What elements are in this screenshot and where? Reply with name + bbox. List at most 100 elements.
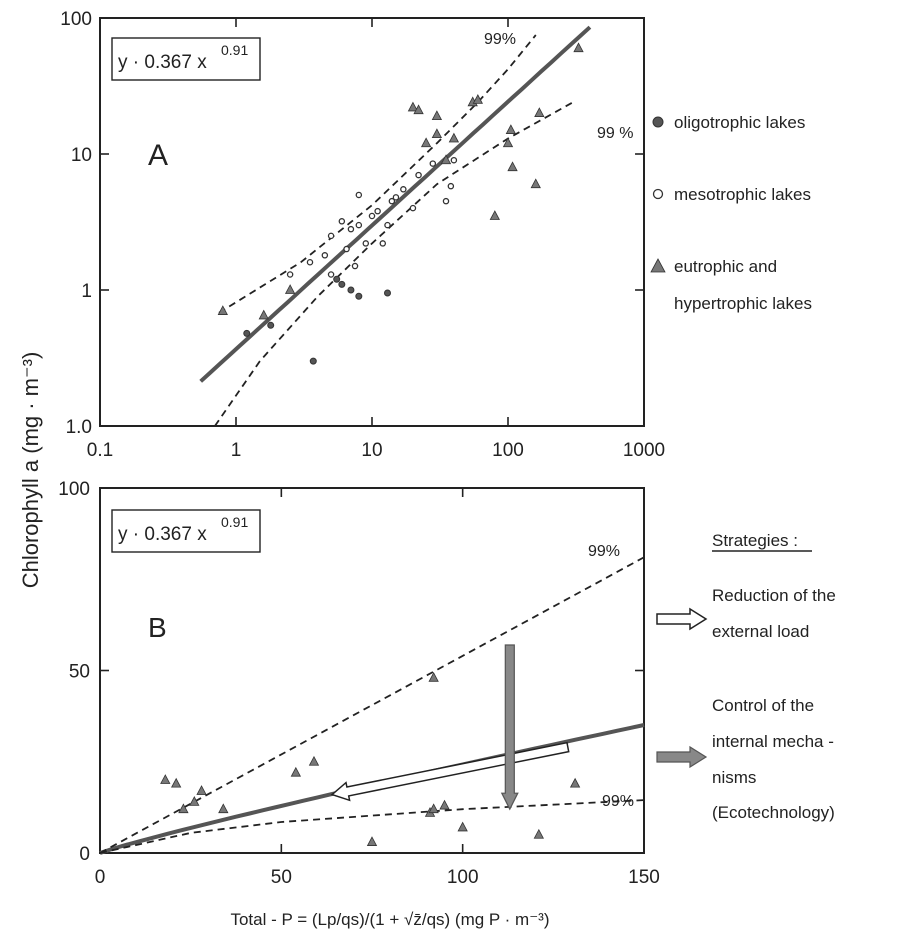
panel-b-y-tick-label: 50	[69, 662, 90, 683]
panel-a-point-series-2	[407, 101, 419, 112]
panel-a-x-tick-label: 100	[492, 440, 524, 461]
y-axis-title: Chlorophyll a (mg · m⁻³)	[18, 352, 43, 589]
panel-a-lower-99-line	[214, 101, 574, 427]
panel-a-point-series-2	[431, 128, 443, 139]
legend: oligotrophic lakes mesotrophic lakes eut…	[650, 113, 812, 313]
panel-a-equation-exponent: 0.91	[221, 42, 248, 58]
panel-a-point-series-2	[431, 110, 443, 120]
panel-a-point-series-2	[284, 284, 296, 294]
panel-a-point-series-2	[420, 137, 432, 148]
panel-b-annotation-upper: 99%	[588, 543, 620, 560]
reduction-external-load-arrow	[330, 741, 570, 802]
panel-a-x-tick-label: 1000	[623, 440, 665, 461]
panel-b-point-series-0	[428, 671, 439, 682]
panel-b-x-tick-label: 150	[628, 867, 660, 888]
panel-a-x-tick-label: 10	[361, 440, 382, 461]
legend-oligo-label: oligotrophic lakes	[674, 113, 805, 132]
strategy-1-line-2: external load	[712, 622, 809, 641]
panel-a-point-series-2	[530, 178, 541, 189]
panel-a-y-tick-label: 10	[71, 145, 92, 166]
panel-a-point-series-0	[309, 357, 317, 365]
panel-b-letter: B	[148, 612, 167, 643]
panel-a-point-series-0	[243, 329, 251, 337]
panel-a-x-tick-label: 1	[231, 440, 242, 461]
panel-b-point-series-0	[428, 803, 439, 814]
panel-b-points	[160, 671, 581, 846]
panel-a-point-series-2	[573, 42, 584, 53]
strategies-legend: Strategies : Reduction of the external l…	[656, 531, 836, 822]
panel-a-y-tick-label: 1	[81, 281, 92, 302]
legend-meso-marker	[652, 188, 664, 200]
panel-b-x-tick-label: 100	[447, 867, 479, 888]
panel-a-point-series-1	[286, 271, 294, 278]
panel-a-point-series-1	[327, 271, 335, 278]
panel-a-point-series-2	[507, 161, 518, 172]
panel-a-point-series-1	[415, 171, 422, 179]
panel-a-point-series-1	[392, 194, 400, 201]
panel-a-equation: y · 0.367 x	[118, 52, 207, 73]
panel-b-point-series-0	[308, 755, 320, 766]
panel-a-equation-box	[111, 37, 261, 81]
panel-b-y-tick-label: 100	[58, 479, 90, 500]
panel-b-point-series-0	[218, 803, 229, 814]
panel-a-point-series-2	[502, 137, 514, 148]
panel-a-lines	[199, 25, 592, 427]
panel-a-y-tick-label: 100	[60, 9, 92, 30]
panel-a-annotation-upper: 99%	[484, 31, 516, 48]
panel-a-point-series-1	[409, 204, 417, 212]
panel-a-point-series-2	[472, 94, 483, 104]
strategy-2-line-2: internal mecha -	[712, 732, 834, 751]
panel-a-point-series-2	[217, 305, 228, 315]
panel-a-point-series-1	[379, 240, 387, 247]
panel-a-point-series-1	[368, 212, 376, 220]
panel-a-point-series-1	[442, 197, 450, 205]
strategies-title: Strategies :	[712, 531, 798, 550]
panel-a-point-series-1	[355, 221, 363, 229]
strategy-2-line-4: (Ecotechnology)	[712, 803, 835, 822]
panel-b-equation-exponent: 0.91	[221, 514, 248, 530]
open-arrow-icon	[656, 607, 708, 631]
panel-b-point-series-0	[533, 828, 544, 839]
panel-b-lower-99-line	[99, 799, 645, 854]
panel-a-point-series-1	[450, 156, 458, 164]
panel-a-points	[217, 42, 584, 365]
panel-a-point-series-1	[321, 252, 329, 259]
panel-a-point-series-2	[534, 107, 545, 117]
control-internal-mechanisms-arrow	[500, 644, 519, 811]
panel-a-point-series-1	[355, 191, 363, 199]
panel-a-axis-ticks: 0.1 1 10 100 1000 1.0 1 10 100	[60, 9, 665, 461]
panel-a-point-series-1	[306, 258, 314, 266]
panel-a-point-series-0	[338, 280, 346, 288]
panel-a-point-series-2	[489, 210, 500, 220]
panel-a-y-tick-label: 1.0	[66, 417, 92, 438]
panel-b: 0 50 100 150 0 50 100 B y · 0.367 x 0.91 99% 9…	[58, 479, 660, 888]
panel-a-point-series-2	[258, 309, 269, 320]
panel-b-equation: y · 0.367 x	[118, 524, 207, 545]
panel-a-point-series-0	[355, 292, 363, 300]
legend-eu-label-1: eutrophic and	[674, 257, 777, 276]
panel-b-x-tick-label: 50	[271, 867, 292, 888]
panel-b-point-series-0	[170, 777, 182, 788]
panel-a-point-series-2	[505, 124, 517, 134]
panel-a-point-series-2	[448, 132, 460, 143]
panel-b-point-series-0	[160, 774, 171, 784]
filled-arrow-icon	[656, 745, 708, 769]
panel-a-point-series-0	[333, 275, 341, 283]
x-axis-title: Total - P = (Lp/qs)/(1 + √z̄/qs) (mg P ·…	[230, 910, 549, 929]
panel-a-point-series-1	[362, 240, 370, 247]
panel-b-point-series-0	[569, 777, 581, 788]
panel-a-point-series-1	[447, 182, 455, 190]
panel-a: 0.1 1 10 100 1000 1.0 1 10 100 A y · 0.367 x 0.9…	[60, 9, 665, 461]
panel-b-equation-box	[111, 509, 261, 553]
panel-a-regression-line	[199, 25, 592, 383]
legend-eu-label-2: hypertrophic lakes	[674, 294, 812, 313]
panel-b-annotation-lower: 99%	[602, 793, 634, 810]
panel-a-point-series-1	[400, 186, 407, 193]
panel-a-point-series-1	[347, 225, 355, 233]
legend-oligo-marker	[652, 116, 664, 128]
strategy-1-line-1: Reduction of the	[712, 586, 836, 605]
panel-a-point-series-1	[327, 232, 335, 240]
panel-b-point-series-0	[178, 803, 189, 814]
panel-b-point-series-0	[189, 796, 200, 806]
panel-a-point-series-1	[338, 218, 346, 225]
